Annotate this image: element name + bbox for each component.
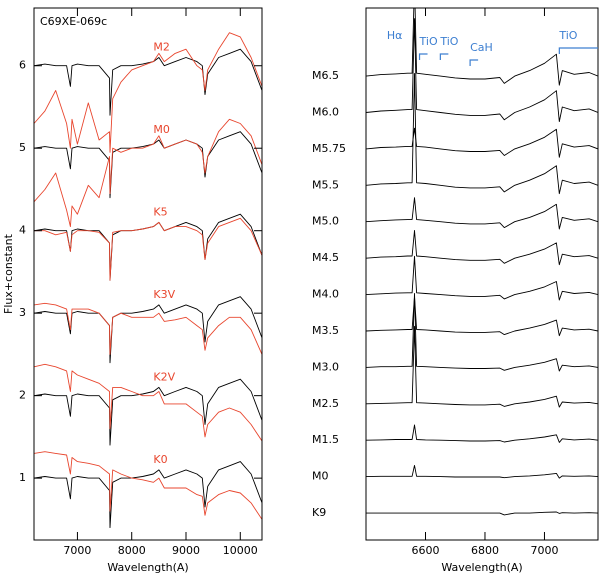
template-spectrum bbox=[366, 464, 598, 479]
target-spectrum bbox=[34, 213, 262, 281]
x-tick-label: 10000 bbox=[223, 544, 258, 557]
series-label: M4.0 bbox=[312, 288, 339, 301]
target-spectrum bbox=[34, 378, 262, 446]
series-label: M5.75 bbox=[312, 142, 346, 155]
series-label: K0 bbox=[153, 453, 167, 466]
series-label: M3.0 bbox=[312, 360, 339, 373]
plot-area bbox=[366, 8, 598, 516]
series-label: M6.0 bbox=[312, 106, 339, 119]
y-tick-label: 2 bbox=[19, 389, 26, 402]
template-spectrum bbox=[366, 255, 598, 301]
annotation: CaH bbox=[470, 41, 493, 54]
annotation-bracket bbox=[469, 59, 479, 66]
template-spectrum bbox=[366, 8, 598, 86]
axes-frame bbox=[365, 7, 599, 541]
target-spectrum bbox=[34, 131, 262, 199]
template-spectrum bbox=[366, 197, 598, 230]
annotation: Hα bbox=[387, 29, 403, 42]
series-label: M0 bbox=[312, 470, 329, 483]
plot-area bbox=[34, 32, 262, 529]
template-spectrum bbox=[366, 18, 598, 123]
template-spectrum bbox=[34, 217, 262, 281]
x-tick-label: 9000 bbox=[172, 544, 200, 557]
annotation-bracket bbox=[439, 53, 449, 60]
series-label: M3.5 bbox=[312, 324, 339, 337]
target-spectrum bbox=[34, 296, 262, 364]
series-label: K2V bbox=[153, 371, 175, 384]
target-name: C69XE-069c bbox=[40, 15, 107, 28]
template-spectrum bbox=[366, 293, 598, 372]
series-label: M5.5 bbox=[312, 178, 339, 191]
x-tick-label: 6600 bbox=[411, 544, 439, 557]
template-spectrum bbox=[366, 296, 598, 337]
template-spectrum bbox=[34, 302, 262, 355]
template-spectrum bbox=[366, 127, 598, 158]
target-spectrum bbox=[34, 48, 262, 116]
series-label: M4.5 bbox=[312, 251, 339, 264]
annotation-bracket bbox=[418, 53, 428, 60]
series-label: K5 bbox=[153, 206, 167, 219]
series-label: M0 bbox=[153, 123, 170, 136]
y-tick-label: 4 bbox=[19, 224, 26, 237]
template-spectrum bbox=[34, 32, 262, 153]
axes-frame bbox=[33, 7, 263, 541]
target-spectrum bbox=[34, 461, 262, 529]
x-axis-label: Wavelength(A) bbox=[107, 561, 188, 574]
y-tick-label: 6 bbox=[19, 59, 26, 72]
template-spectrum bbox=[366, 424, 598, 443]
series-label: M6.5 bbox=[312, 69, 339, 82]
x-axis-label: Wavelength(A) bbox=[441, 561, 522, 574]
series-label: K3V bbox=[153, 288, 175, 301]
template-spectrum bbox=[366, 325, 598, 408]
x-tick-label: 7000 bbox=[530, 544, 558, 557]
series-label: M1.5 bbox=[312, 433, 339, 446]
annotation: TiO bbox=[558, 29, 577, 42]
annotation: TiO bbox=[419, 35, 438, 48]
template-spectrum bbox=[34, 363, 262, 442]
x-tick-label: 6800 bbox=[471, 544, 499, 557]
template-spectrum bbox=[366, 230, 598, 266]
x-tick-label: 8000 bbox=[118, 544, 146, 557]
x-tick-label: 7000 bbox=[63, 544, 91, 557]
annotation: TiO bbox=[439, 35, 458, 48]
template-spectrum bbox=[366, 511, 598, 516]
series-label: K9 bbox=[312, 506, 326, 519]
series-label: M2 bbox=[153, 41, 170, 54]
annotation-bracket bbox=[558, 47, 598, 54]
y-tick-label: 5 bbox=[19, 141, 26, 154]
template-spectrum bbox=[34, 118, 262, 228]
y-axis-label: Flux+constant bbox=[2, 233, 15, 314]
series-label: M2.5 bbox=[312, 397, 339, 410]
series-label: M5.0 bbox=[312, 215, 339, 228]
y-tick-label: 1 bbox=[19, 471, 26, 484]
template-spectrum bbox=[366, 73, 598, 195]
y-tick-label: 3 bbox=[19, 306, 26, 319]
template-spectrum bbox=[34, 451, 262, 520]
